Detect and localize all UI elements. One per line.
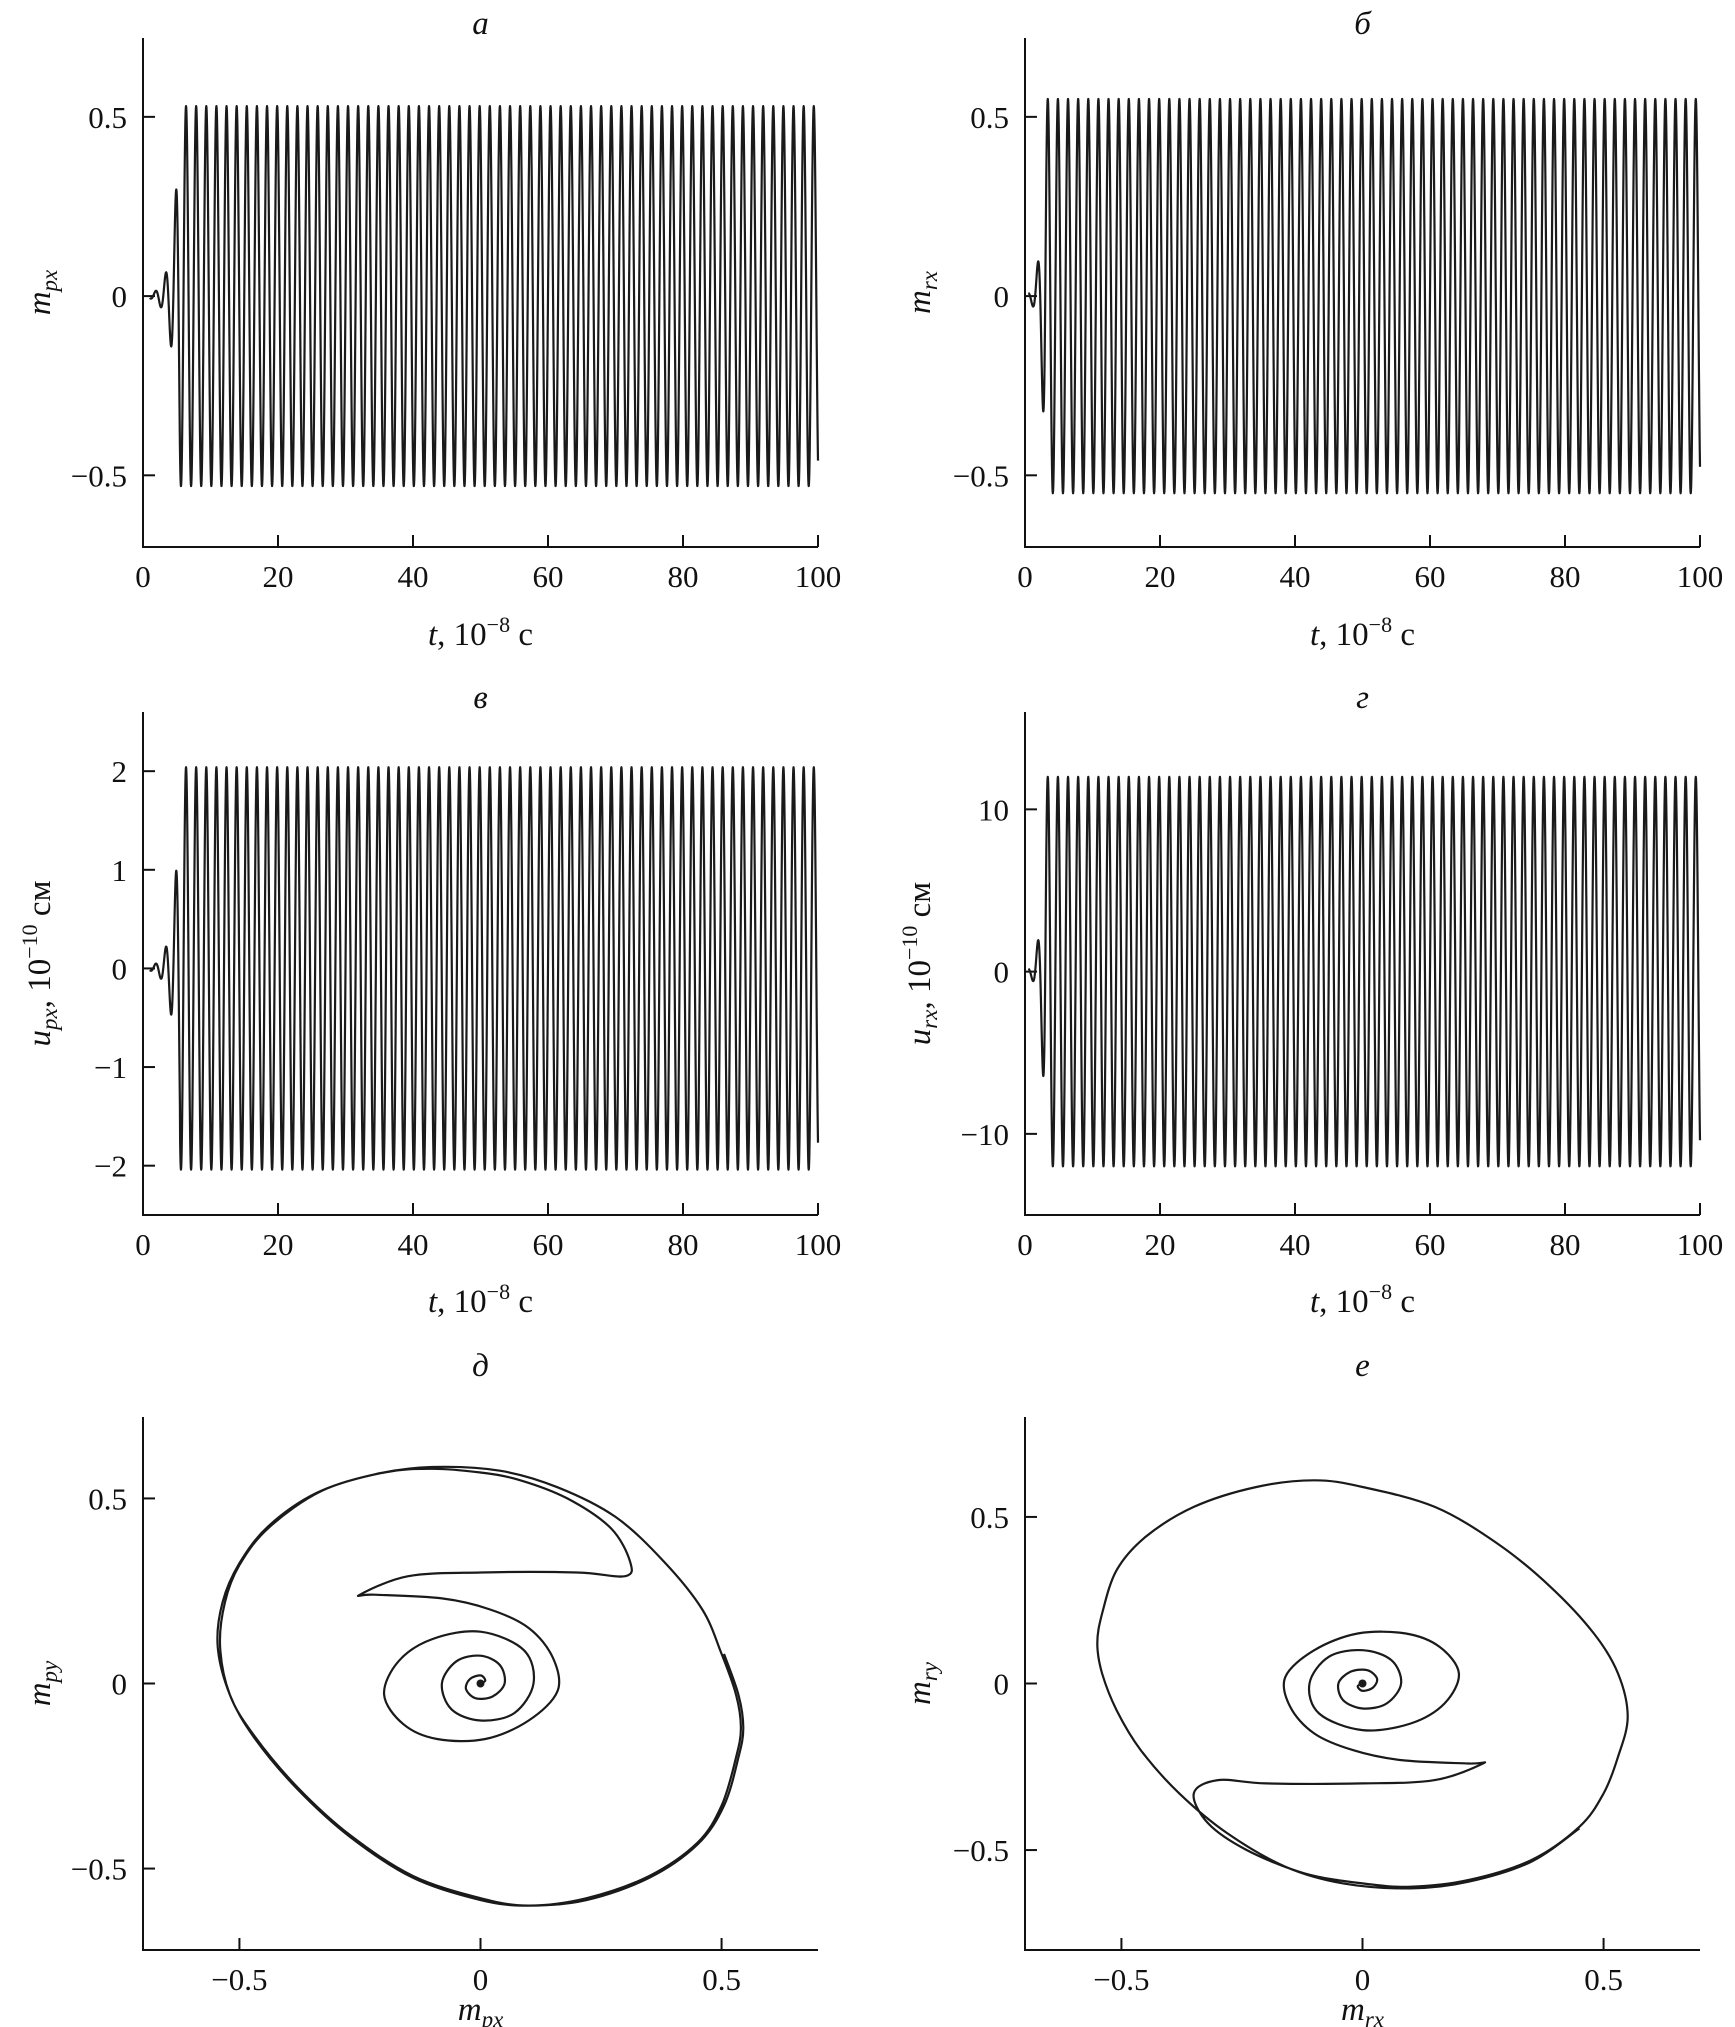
x-tick-label: 40 bbox=[1280, 1227, 1311, 1262]
series-line bbox=[1027, 775, 1702, 1168]
x-tick-label: 20 bbox=[263, 1227, 294, 1262]
y-axis-label: mpx bbox=[22, 269, 62, 315]
x-tick-label: 0 bbox=[1017, 1227, 1033, 1262]
axis-lines bbox=[142, 1417, 818, 1951]
x-tick-label: 60 bbox=[533, 1227, 564, 1262]
series-line bbox=[1027, 97, 1702, 495]
x-tick-label: 80 bbox=[1550, 1227, 1581, 1262]
panel-title: б bbox=[1354, 6, 1372, 42]
x-axis-label: t, 10−8 с bbox=[428, 612, 533, 653]
x-tick-label: 60 bbox=[1415, 1227, 1446, 1262]
series-line bbox=[216, 1465, 745, 1907]
y-axis-label: urx, 10−10 см bbox=[897, 882, 942, 1045]
y-tick-label: 0.5 bbox=[88, 1481, 127, 1516]
chart-panel-d: −0.5 0 0.5 0.5 0 −0.5 д mpx mpy bbox=[22, 1348, 818, 2027]
y-tick-label: 0.5 bbox=[970, 100, 1009, 135]
chart-panel-v: 0 20 40 60 80 100 2 1 0 −1 −2 в t, 10−8 с upx, 10−10 … bbox=[17, 680, 841, 1320]
x-tick-label: 100 bbox=[1677, 559, 1724, 594]
series-line bbox=[148, 766, 820, 1171]
x-tick-label: 100 bbox=[795, 559, 842, 594]
y-tick-label: 0.5 bbox=[88, 100, 127, 135]
x-tick-label: 20 bbox=[263, 559, 294, 594]
y-tick-label: −0.5 bbox=[953, 458, 1009, 493]
series-line bbox=[1096, 1479, 1629, 1890]
y-tick-label: 0 bbox=[112, 1667, 128, 1702]
y-tick-label: 0 bbox=[112, 951, 128, 986]
panel-title: г bbox=[1356, 680, 1369, 716]
x-tick-label: 100 bbox=[1677, 1227, 1724, 1262]
x-tick-label: 20 bbox=[1145, 1227, 1176, 1262]
x-tick-label: 0 bbox=[135, 559, 151, 594]
y-tick-label: 0.5 bbox=[970, 1500, 1009, 1535]
x-tick-label: 80 bbox=[1550, 559, 1581, 594]
y-tick-label: −10 bbox=[961, 1117, 1009, 1152]
x-axis-label: t, 10−8 с bbox=[1310, 1279, 1415, 1320]
x-tick-label: 0 bbox=[135, 1227, 151, 1262]
x-tick-label: 60 bbox=[1415, 559, 1446, 594]
x-tick-label: 40 bbox=[398, 559, 429, 594]
y-tick-label: −0.5 bbox=[953, 1833, 1009, 1868]
x-tick-label: 80 bbox=[668, 559, 699, 594]
axis-lines bbox=[1024, 1417, 1700, 1951]
trajectory-start-point bbox=[1358, 1679, 1367, 1688]
x-tick-label: 0.5 bbox=[702, 1962, 741, 1997]
x-tick-label: 40 bbox=[398, 1227, 429, 1262]
x-axis-label: t, 10−8 с bbox=[428, 1279, 533, 1320]
y-tick-label: 0 bbox=[994, 955, 1010, 990]
y-tick-label: 0 bbox=[112, 279, 128, 314]
x-tick-label: 100 bbox=[795, 1227, 842, 1262]
chart-panel-a: 0 20 40 60 80 100 0.5 0 −0.5 а t, 10−8 с mpx bbox=[22, 6, 841, 653]
x-tick-label: −0.5 bbox=[1093, 1962, 1149, 1997]
y-tick-label: −0.5 bbox=[71, 458, 127, 493]
x-tick-label: 40 bbox=[1280, 559, 1311, 594]
x-tick-label: 0 bbox=[1355, 1962, 1371, 1997]
y-axis-label: mpy bbox=[22, 1660, 62, 1706]
x-tick-label: −0.5 bbox=[211, 1962, 267, 1997]
panel-title: д bbox=[472, 1348, 489, 1384]
y-axis-label: upx, 10−10 см bbox=[17, 880, 62, 1046]
y-axis-label: mry bbox=[902, 1661, 942, 1705]
x-axis-label: t, 10−8 с bbox=[1310, 612, 1415, 653]
y-tick-label: 1 bbox=[112, 853, 128, 888]
panel-title: а bbox=[472, 6, 489, 42]
x-tick-label: 0 bbox=[1017, 559, 1033, 594]
x-tick-label: 0 bbox=[473, 1962, 489, 1997]
x-axis-label: mpx bbox=[458, 1992, 504, 2027]
y-tick-label: −2 bbox=[94, 1149, 127, 1184]
x-tick-label: 0.5 bbox=[1584, 1962, 1623, 1997]
x-tick-label: 20 bbox=[1145, 559, 1176, 594]
panel-title: е bbox=[1355, 1348, 1370, 1384]
series-line bbox=[148, 105, 820, 488]
y-tick-label: −1 bbox=[94, 1050, 127, 1085]
x-tick-label: 60 bbox=[533, 559, 564, 594]
trajectory-start-point bbox=[476, 1679, 485, 1688]
chart-panel-e: −0.5 0 0.5 0.5 0 −0.5 е mrx mry bbox=[902, 1348, 1700, 2027]
y-tick-label: 10 bbox=[978, 792, 1009, 827]
chart-panel-b: 0 20 40 60 80 100 0.5 0 −0.5 б t, 10−8 с mrx bbox=[902, 6, 1723, 653]
y-tick-label: 0 bbox=[994, 1667, 1010, 1702]
y-tick-label: −0.5 bbox=[71, 1852, 127, 1887]
y-tick-label: 0 bbox=[994, 279, 1010, 314]
y-tick-label: 2 bbox=[112, 754, 128, 789]
panel-title: в bbox=[473, 680, 487, 716]
x-axis-label: mrx bbox=[1341, 1992, 1385, 2027]
x-tick-label: 80 bbox=[668, 1227, 699, 1262]
y-axis-label: mrx bbox=[902, 270, 942, 314]
